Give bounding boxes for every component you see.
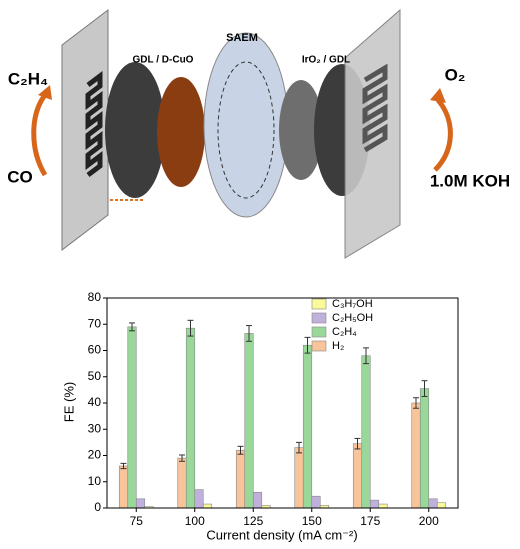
bar	[185, 327, 196, 509]
arrow-head	[430, 88, 446, 103]
chart: FE (%) Current density (mA cm⁻²) 0 10 20 30…	[61, 290, 459, 542]
y-tick-label: 10	[88, 474, 102, 488]
bar	[244, 333, 254, 509]
y-tick-label: 0	[94, 500, 101, 514]
bar	[311, 495, 321, 509]
bar	[436, 502, 447, 509]
bar	[135, 498, 146, 509]
bar	[428, 498, 438, 509]
bar	[378, 503, 388, 509]
x-tick-label: 150	[302, 514, 322, 528]
bar	[369, 499, 380, 509]
legend-swatch	[311, 298, 327, 310]
y-tick-label: 80	[88, 290, 102, 304]
bar	[194, 489, 204, 509]
x-tick-label: 100	[185, 514, 205, 528]
bar	[177, 457, 187, 509]
gdl-left	[105, 62, 165, 198]
legend-label: H₂	[332, 340, 344, 352]
bar	[419, 388, 430, 509]
x-axis-label: Current density (mA cm⁻²)	[206, 527, 357, 542]
arrow-right	[433, 98, 453, 172]
legend-swatch	[311, 340, 327, 352]
iro2-layer	[279, 80, 323, 180]
y-tick-label: 20	[88, 448, 102, 462]
label: CO	[7, 167, 33, 186]
label: O₂	[445, 65, 466, 84]
y-tick-label: 70	[88, 316, 102, 330]
legend-label: C₂H₄	[332, 326, 357, 338]
bar	[352, 443, 363, 509]
arrow-left	[31, 93, 48, 177]
legend-label: C₃H₇OH	[332, 298, 373, 310]
bar	[302, 344, 313, 509]
bar	[361, 355, 371, 509]
legend-swatch	[311, 326, 327, 338]
bar	[118, 465, 129, 509]
legend-swatch	[311, 312, 327, 324]
y-axis-label: FE (%)	[61, 382, 76, 422]
bar	[411, 402, 421, 509]
membrane-inner	[217, 61, 275, 199]
x-tick-label: 125	[243, 514, 263, 528]
plot-frame	[106, 297, 459, 509]
y-tick-label: 30	[88, 421, 102, 435]
label: IrO₂ / GDL	[302, 55, 350, 66]
label: GDL / D-CuO	[133, 55, 194, 66]
flow-field	[85, 71, 103, 177]
label: 1.0M KOH	[430, 171, 510, 190]
bar	[202, 503, 213, 509]
cell-diagram: C₂H₄ CO GDL / D-CuO SAEM IrO₂ / GDL O₂ 1…	[7, 8, 510, 259]
bar	[127, 326, 137, 509]
y-tick-label: 60	[88, 343, 102, 357]
x-tick-label: 200	[419, 514, 439, 528]
x-tick-label: 75	[130, 514, 144, 528]
catalyst-layer	[157, 77, 205, 187]
label: SAEM	[226, 32, 258, 44]
flow-field-right	[362, 63, 388, 153]
left-plate	[61, 8, 109, 252]
bar	[252, 491, 263, 509]
membrane	[203, 32, 289, 218]
bar	[235, 449, 246, 509]
y-tick-label: 50	[88, 369, 102, 383]
bar	[294, 447, 304, 509]
y-tick-label: 40	[88, 395, 102, 409]
legend-label: C₂H₅OH	[332, 312, 373, 324]
x-tick-label: 175	[360, 514, 380, 528]
arrow-head	[38, 85, 52, 100]
label: C₂H₄	[8, 69, 48, 88]
